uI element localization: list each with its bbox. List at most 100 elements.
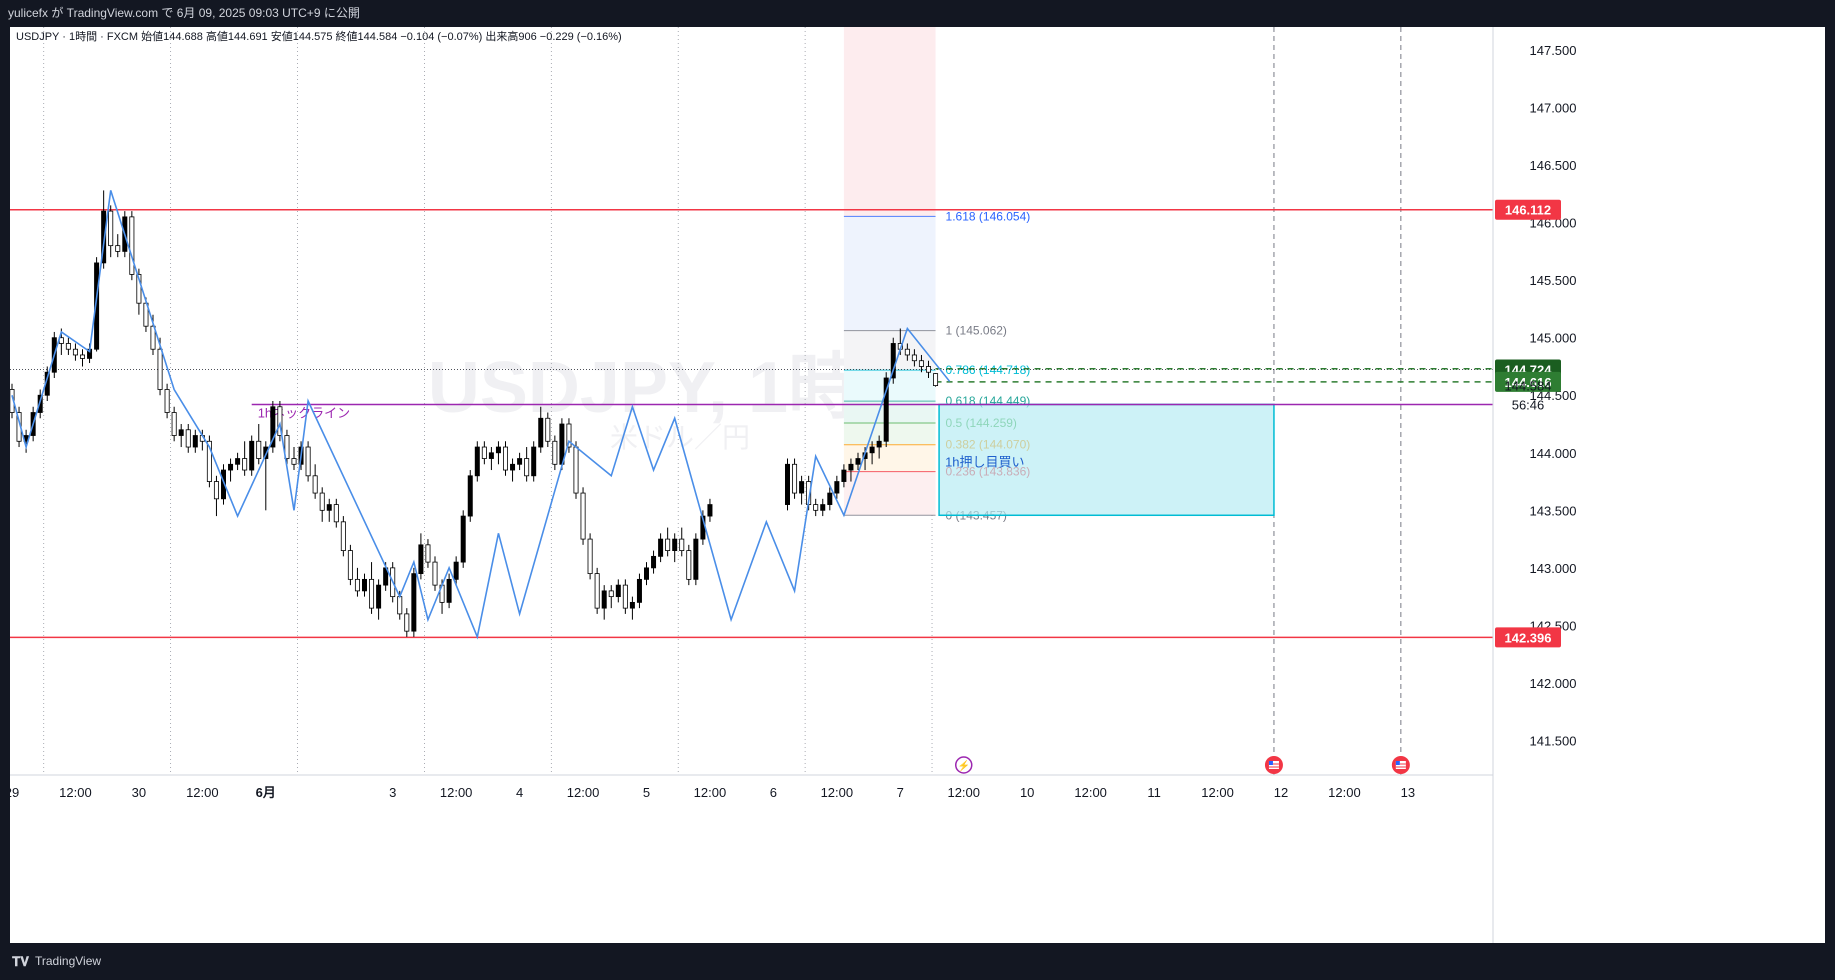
fib-zone-2618 [843,0,936,217]
candle-body [820,504,826,511]
candle-body [432,561,438,586]
candle-body [566,423,572,448]
time-tick-label: 13 [1401,785,1415,800]
candle-body [573,446,579,494]
fib-zone-236 [843,471,936,516]
candle-body [404,613,410,632]
candle-body [136,274,142,304]
candle-body [164,389,170,413]
candle-body [608,590,614,598]
publish-bar: yulicefx が TradingView.com で 6月 09, 2025… [0,0,1835,27]
candle-body [312,475,318,494]
time-tick-label: 10 [1020,785,1034,800]
price-tick-label: 141.500 [1530,733,1577,748]
candle-body [834,481,840,494]
candle-body [918,360,924,367]
candle-body [883,377,889,442]
candle-body [453,561,459,580]
candle-body [707,504,713,517]
candle-body [171,412,177,436]
price-tick-label: 144.500 [1530,388,1577,403]
candle-body [460,515,466,563]
time-tick-label: 12:00 [1328,785,1361,800]
candle-body [545,417,551,442]
candle-body [80,354,86,359]
time-tick-label: 12:00 [694,785,727,800]
candle-body [242,458,248,471]
candle-body [594,573,600,609]
candle-body [679,538,685,551]
candle-body [799,481,805,494]
candle-body [926,366,932,373]
fib-zone-618 [843,401,936,423]
candle-body [284,435,290,459]
candle-body [792,463,798,494]
candle-body [665,538,671,551]
time-tick-label: 4 [516,785,523,800]
time-tick-label: 12:00 [1201,785,1234,800]
candle-body [890,343,896,379]
candle-body [481,446,487,459]
buy-zone-box [938,403,1275,517]
candle-body [517,458,523,465]
price-tick-label: 146.500 [1530,158,1577,173]
candle-body [651,555,657,569]
time-tick-label: 12:00 [59,785,92,800]
time-tick-label: 12:00 [947,785,980,800]
candle-body [65,343,71,350]
flag-canton [1268,761,1273,765]
candle-body [235,458,241,465]
candle-body [347,550,353,580]
candle-body [425,544,431,563]
candle-body [644,567,650,580]
candle-body [333,504,339,523]
brand[interactable]: 𝐓𝐕 TradingView [12,943,101,980]
fib-label-1_618: 1.618 (146.054) [946,209,1031,223]
fib-zone-786 [843,370,936,402]
candle-body [249,440,255,471]
candle-body [446,578,452,603]
time-tick-label: 12:00 [186,785,219,800]
publish-text: yulicefx が TradingView.com で 6月 09, 2025… [8,6,360,20]
candle-body [108,210,114,247]
legend-line[interactable]: USDJPY · 1時間 · FXCM 始値144.688 高値144.691 … [16,29,622,43]
time-tick-label: 12:00 [440,785,473,800]
candle-body [129,216,135,275]
zigzag-line [11,190,951,640]
candle-body [263,446,269,459]
fib-zone-5 [843,422,936,445]
candle-body [326,504,332,511]
price-tick-label: 145.500 [1530,273,1577,288]
candle-body [580,492,586,540]
candle-body [615,584,621,598]
resistance-badge-bg [1495,199,1561,220]
candle-body [686,550,692,580]
lightning-glyph: ⚡ [958,759,970,772]
support-badge-text: 142.396 [1505,630,1552,645]
candle-body [256,440,262,459]
fib-label-0_786: 0.786 (144.718) [946,363,1031,377]
candle-body [672,538,678,551]
candle-body [855,458,861,465]
price-tick-label: 143.500 [1530,503,1577,518]
price-tick-label: 144.000 [1530,446,1577,461]
fib-label-1: 1 (145.062) [946,324,1007,338]
candle-body [622,584,628,609]
candle-body [192,435,198,448]
chart-frame[interactable]: USDJPY, 1時間 米ドル／円 1.618 (146.054) 1 (145.06… [5,0,1825,943]
current-price-badge-bg [1495,371,1561,392]
time-tick-label: 12:00 [1074,785,1107,800]
candle-body [37,394,43,413]
price-axis-panel [1493,27,1825,943]
footer-bar: 𝐓𝐕 TradingView [0,943,1835,980]
candle-body [291,458,297,465]
time-tick-label: 6月 [256,785,276,800]
candle-body [467,475,473,517]
candle-body [277,406,283,436]
candle-body [340,521,346,552]
candle-body [150,325,156,350]
candle-body [185,429,191,448]
candle-body [397,596,403,615]
candle-body [876,440,882,448]
